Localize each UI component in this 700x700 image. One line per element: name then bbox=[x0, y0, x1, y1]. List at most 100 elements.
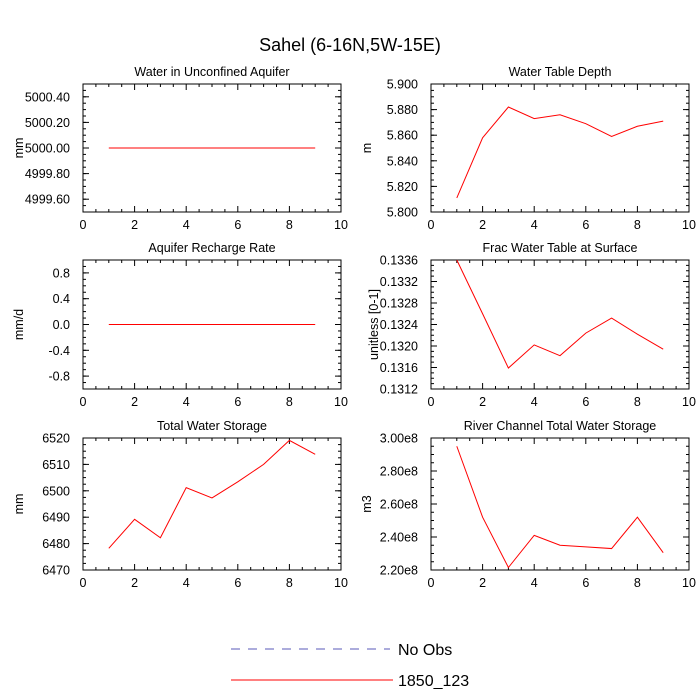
y-axis-label: m bbox=[360, 143, 374, 153]
x-tick-label: 6 bbox=[582, 395, 589, 409]
x-tick-label: 10 bbox=[334, 576, 348, 590]
x-tick-label: 10 bbox=[682, 576, 696, 590]
panel-5: Total Water Storage mm 0 2 4 6 8 10 6470 6480 6490… bbox=[12, 419, 348, 590]
plot-frame bbox=[82, 437, 342, 571]
x-tick-label: 4 bbox=[531, 395, 538, 409]
x-tick-label: 10 bbox=[682, 395, 696, 409]
legend-label-no-obs: No Obs bbox=[398, 642, 452, 659]
y-axis-label: mm bbox=[12, 138, 26, 159]
panel-6: River Channel Total Water Storage m3 0 2 4 6 8… bbox=[360, 419, 696, 590]
y-tick-label: 0.1328 bbox=[380, 297, 418, 311]
y-tick-label: 4999.60 bbox=[25, 193, 70, 207]
x-tick-label: 8 bbox=[286, 218, 293, 232]
x-tick-label: 4 bbox=[183, 218, 190, 232]
x-tick-label: 4 bbox=[183, 576, 190, 590]
panel-title: Water in Unconfined Aquifer bbox=[134, 65, 289, 79]
y-tick-label: 4999.80 bbox=[25, 167, 70, 181]
y-tick-label: 2.40e8 bbox=[380, 531, 418, 545]
panel-3: Aquifer Recharge Rate mm/d 0 2 4 6 8 10 -0.8 -0.4… bbox=[12, 241, 348, 409]
y-tick-label: 0.1336 bbox=[380, 254, 418, 268]
y-tick-label: 3.00e8 bbox=[380, 432, 418, 446]
panel-title: River Channel Total Water Storage bbox=[464, 419, 657, 433]
x-tick-label: 10 bbox=[334, 395, 348, 409]
y-tick-label: 0.1332 bbox=[380, 275, 418, 289]
y-tick-label: 5.880 bbox=[387, 103, 418, 117]
y-tick-label: 5000.20 bbox=[25, 116, 70, 130]
plot-frame bbox=[430, 437, 690, 571]
panels: Water in Unconfined Aquifer mm 0 2 4 6 8 10 4999… bbox=[12, 65, 696, 590]
x-tick-label: 8 bbox=[634, 218, 641, 232]
x-tick-label: 0 bbox=[80, 395, 87, 409]
x-tick-label: 10 bbox=[682, 218, 696, 232]
x-tick-label: 8 bbox=[286, 395, 293, 409]
y-tick-label: 0.8 bbox=[53, 266, 70, 280]
x-tick-label: 2 bbox=[131, 395, 138, 409]
x-tick-label: 6 bbox=[234, 218, 241, 232]
y-tick-label: 5.800 bbox=[387, 206, 418, 220]
y-tick-label: 2.20e8 bbox=[380, 564, 418, 578]
x-tick-label: 2 bbox=[131, 576, 138, 590]
panel-title: Water Table Depth bbox=[509, 65, 612, 79]
y-tick-label: 5000.40 bbox=[25, 90, 70, 104]
x-tick-label: 6 bbox=[582, 218, 589, 232]
x-tick-label: 0 bbox=[80, 576, 87, 590]
y-axis-label: m3 bbox=[360, 495, 374, 512]
y-tick-label: 6490 bbox=[42, 511, 70, 525]
y-axis-label: mm/d bbox=[12, 309, 26, 340]
x-tick-label: 6 bbox=[582, 576, 589, 590]
y-tick-label: -0.4 bbox=[48, 344, 70, 358]
y-tick-label: 6480 bbox=[42, 537, 70, 551]
y-tick-label: 6470 bbox=[42, 564, 70, 578]
panel-title: Aquifer Recharge Rate bbox=[148, 241, 275, 255]
series-line-1850_123 bbox=[456, 446, 664, 569]
y-tick-label: 5.820 bbox=[387, 180, 418, 194]
x-tick-label: 6 bbox=[234, 576, 241, 590]
y-tick-label: 0.0 bbox=[53, 318, 70, 332]
x-tick-label: 4 bbox=[531, 218, 538, 232]
x-tick-label: 2 bbox=[479, 576, 486, 590]
y-axis-label: unitless [0-1] bbox=[367, 289, 381, 360]
x-tick-label: 4 bbox=[183, 395, 190, 409]
y-tick-label: -0.8 bbox=[48, 370, 70, 384]
y-tick-label: 6510 bbox=[42, 458, 70, 472]
figure-title: Sahel (6-16N,5W-15E) bbox=[259, 35, 441, 55]
y-tick-label: 5000.00 bbox=[25, 142, 70, 156]
y-tick-label: 0.1324 bbox=[380, 318, 418, 332]
series-line-1850_123 bbox=[456, 259, 664, 369]
x-tick-label: 2 bbox=[131, 218, 138, 232]
legend-label-1850-123: 1850_123 bbox=[398, 673, 469, 690]
y-tick-label: 0.4 bbox=[53, 292, 70, 306]
series-line-1850_123 bbox=[456, 106, 664, 199]
plot-frame bbox=[430, 259, 690, 390]
y-tick-label: 0.1312 bbox=[380, 383, 418, 397]
y-tick-label: 6520 bbox=[42, 432, 70, 446]
x-tick-label: 0 bbox=[80, 218, 87, 232]
x-tick-label: 10 bbox=[334, 218, 348, 232]
x-tick-label: 8 bbox=[634, 576, 641, 590]
y-tick-label: 5.840 bbox=[387, 154, 418, 168]
x-tick-label: 0 bbox=[428, 576, 435, 590]
legend: No Obs 1850_123 bbox=[231, 642, 469, 690]
x-tick-label: 6 bbox=[234, 395, 241, 409]
x-tick-label: 8 bbox=[634, 395, 641, 409]
x-tick-label: 0 bbox=[428, 395, 435, 409]
panel-title: Total Water Storage bbox=[157, 419, 267, 433]
series-line-1850_123 bbox=[108, 439, 316, 549]
x-tick-label: 8 bbox=[286, 576, 293, 590]
y-tick-label: 0.1316 bbox=[380, 361, 418, 375]
y-tick-label: 2.80e8 bbox=[380, 465, 418, 479]
x-tick-label: 2 bbox=[479, 218, 486, 232]
y-tick-label: 6500 bbox=[42, 484, 70, 498]
y-tick-label: 2.60e8 bbox=[380, 498, 418, 512]
y-axis-label: mm bbox=[12, 494, 26, 515]
plot-frame bbox=[430, 83, 690, 213]
panel-1: Water in Unconfined Aquifer mm 0 2 4 6 8 10 4999… bbox=[12, 65, 348, 232]
panel-2: Water Table Depth m 0 2 4 6 8 10 5.800 5.820 5.840… bbox=[360, 65, 696, 232]
x-tick-label: 0 bbox=[428, 218, 435, 232]
y-tick-label: 5.900 bbox=[387, 78, 418, 92]
x-tick-label: 4 bbox=[531, 576, 538, 590]
panel-title: Frac Water Table at Surface bbox=[483, 241, 638, 255]
x-tick-label: 2 bbox=[479, 395, 486, 409]
y-tick-label: 0.1320 bbox=[380, 340, 418, 354]
